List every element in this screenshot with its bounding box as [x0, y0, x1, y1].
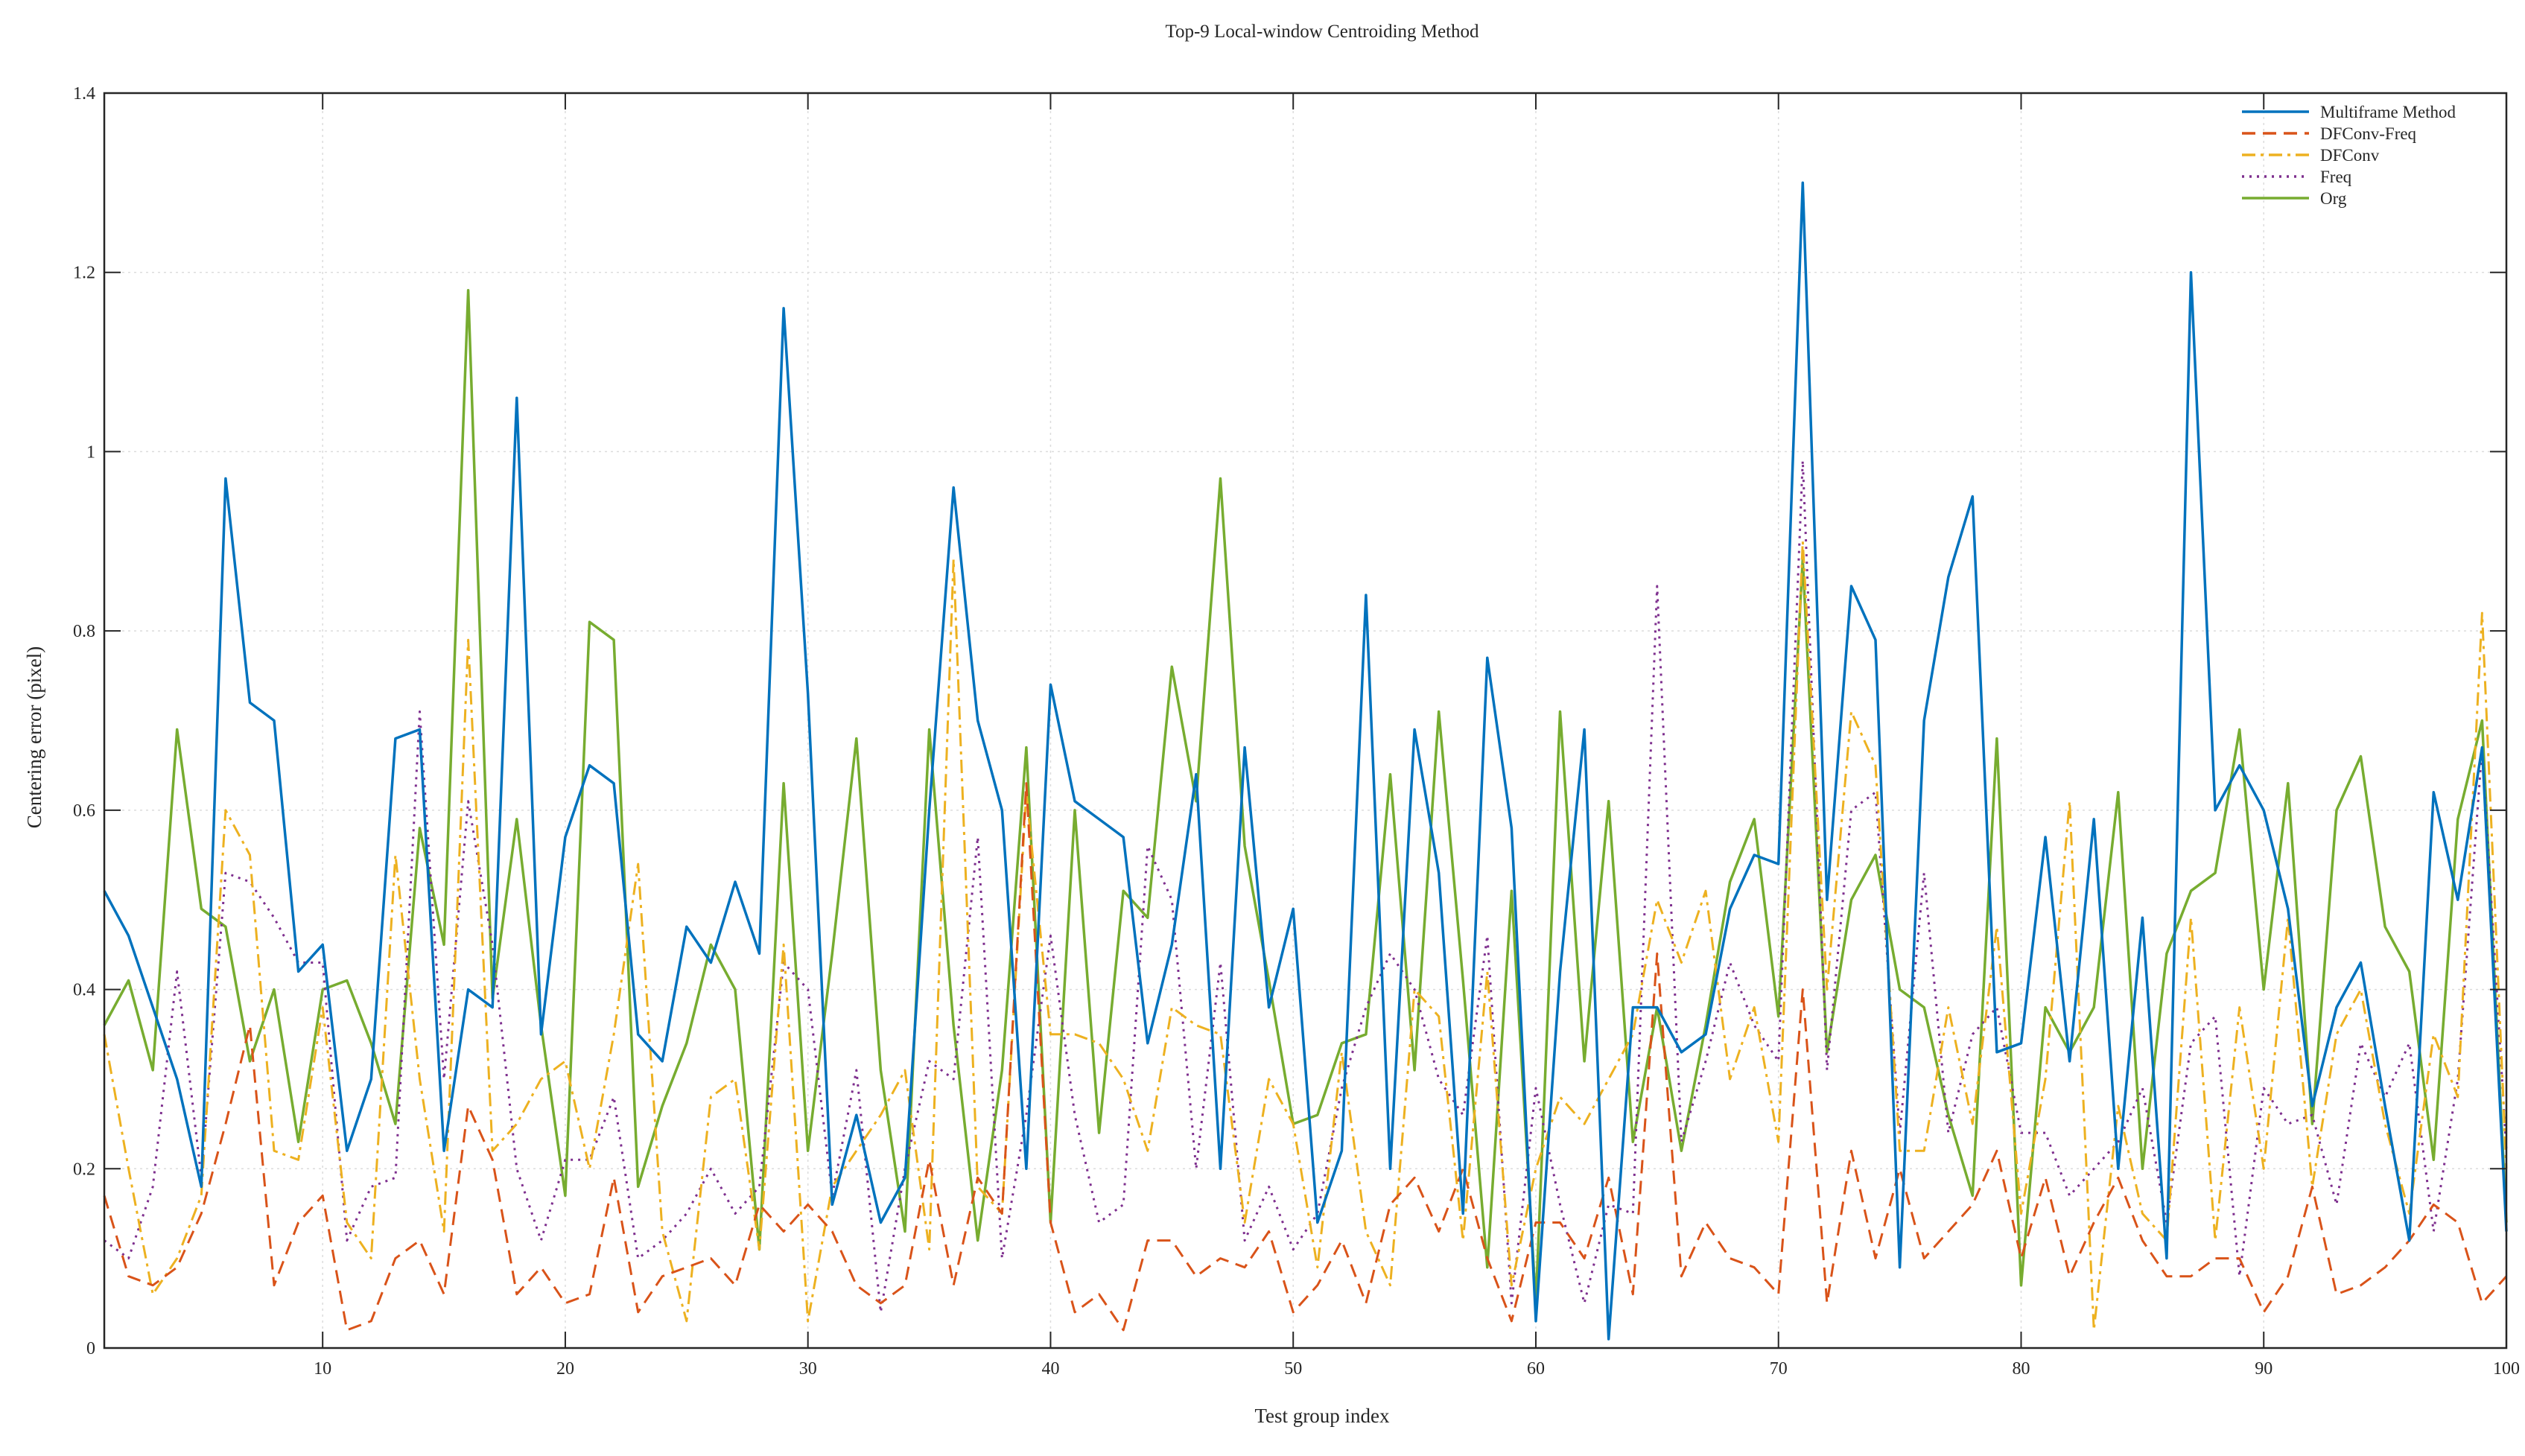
- series-line-multiframe-method: [103, 181, 2508, 1341]
- axis-ticks: 10 20 30 40 50 60 70 80 90 100 0 0.2 0.4 0.6 0.8 1 1.2 1.…: [73, 84, 2520, 1379]
- y-tick-label: 1.4: [73, 84, 95, 104]
- x-tick-label: 100: [2493, 1359, 2520, 1379]
- legend-label: DFConv-Freq: [2320, 124, 2417, 143]
- legend-label: Multiframe Method: [2320, 103, 2456, 121]
- series-line-freq: [104, 460, 2508, 1314]
- x-tick-label: 30: [799, 1359, 817, 1379]
- x-tick-label: 20: [556, 1359, 574, 1379]
- y-tick-label: 0.6: [73, 801, 95, 821]
- y-tick-label: 0.8: [73, 622, 95, 641]
- x-tick-label: 90: [2255, 1359, 2272, 1379]
- legend-label: Org: [2320, 189, 2347, 208]
- series-line-org: [103, 289, 2508, 1305]
- y-tick-label: 1: [86, 442, 95, 462]
- chart-legend: Multiframe Method DFConv-Freq DFConv Freq Or…: [2242, 103, 2456, 208]
- x-tick-label: 80: [2012, 1359, 2030, 1379]
- x-tick-label: 10: [314, 1359, 331, 1379]
- x-tick-label: 40: [1041, 1359, 1059, 1379]
- x-tick-label: 70: [1770, 1359, 1788, 1379]
- y-axis-label: Centering error (pixel): [23, 646, 45, 828]
- x-tick-label: 50: [1284, 1359, 1302, 1379]
- x-axis-label: Test group index: [1254, 1405, 1390, 1427]
- x-tick-label: 60: [1527, 1359, 1545, 1379]
- y-tick-label: 1.2: [73, 264, 95, 283]
- series-lines: [103, 181, 2508, 1341]
- y-tick-label: 0.4: [73, 981, 95, 1000]
- legend-label: Freq: [2320, 168, 2352, 186]
- series-line-dfconv-freq: [103, 782, 2508, 1332]
- legend-label: DFConv: [2320, 146, 2380, 165]
- chart-title: Top-9 Local-window Centroiding Method: [1165, 22, 1479, 42]
- plot-area-frame: [103, 92, 2508, 1349]
- y-tick-label: 0.2: [73, 1160, 95, 1179]
- series-line-dfconv: [103, 540, 2508, 1332]
- y-tick-label: 0: [86, 1339, 95, 1358]
